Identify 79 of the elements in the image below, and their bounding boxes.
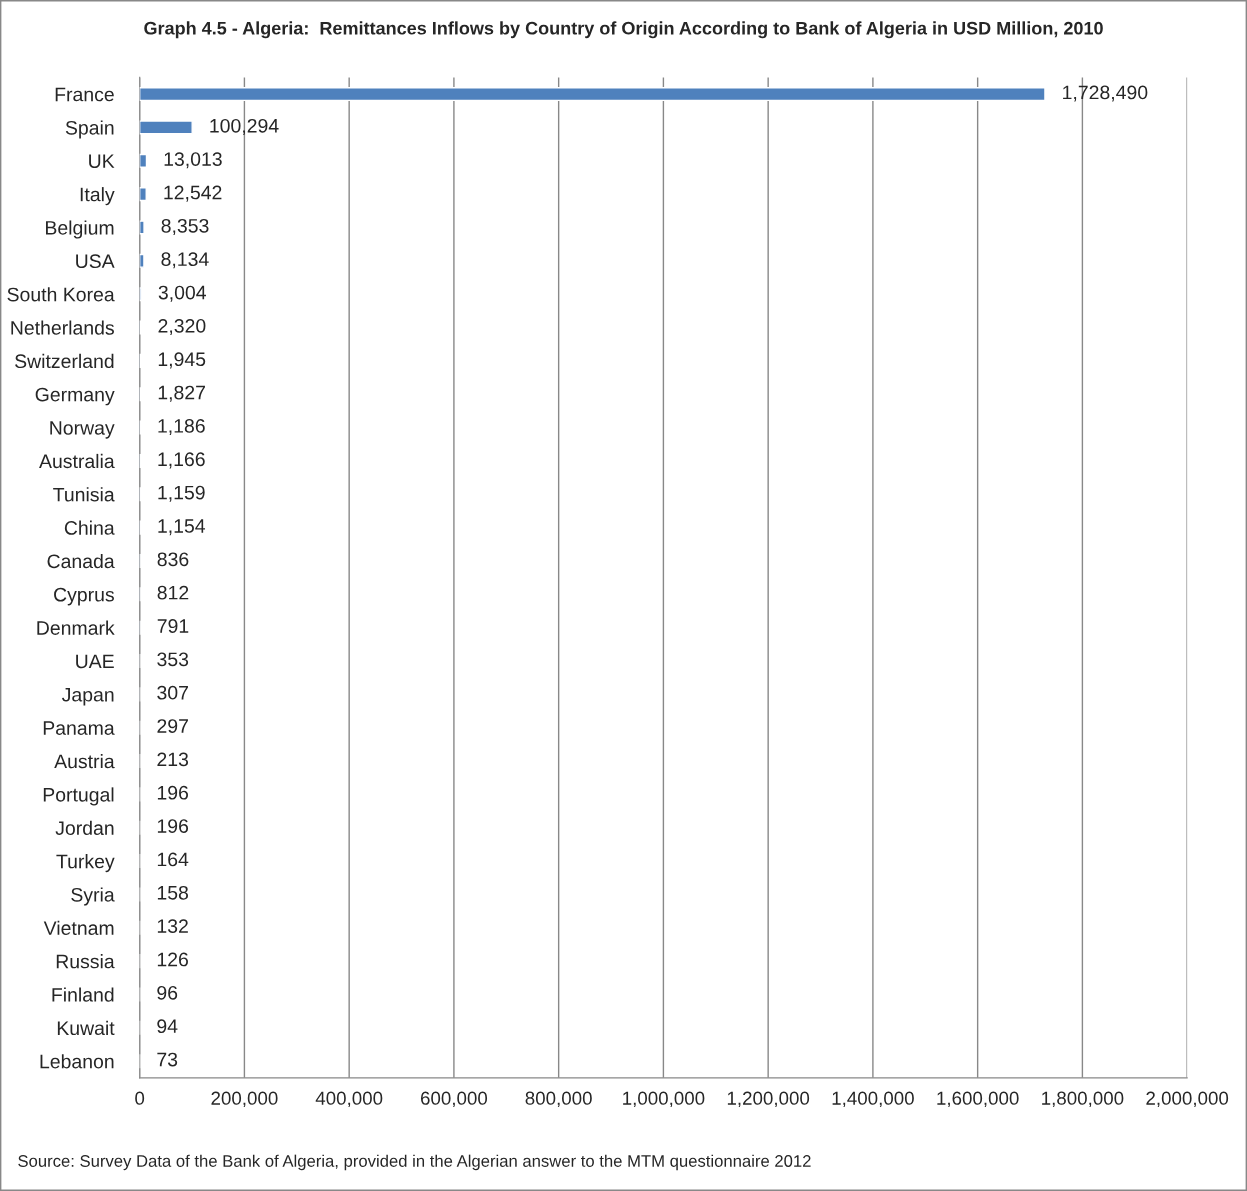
bar: [139, 220, 145, 235]
data-label: 297: [157, 719, 188, 733]
data-label: 307: [157, 685, 188, 700]
data-label: 196: [157, 819, 189, 833]
y-tick-label: Austria: [54, 754, 115, 769]
data-label: 812: [157, 585, 189, 600]
y-tick-label: Spain: [65, 120, 114, 139]
data-label: 158: [157, 885, 189, 900]
x-tick-label: 0: [135, 1091, 145, 1105]
bar: [139, 253, 145, 268]
y-tick-label: Jordan: [55, 820, 114, 835]
y-tick-label: Belgium: [46, 220, 114, 239]
y-tick-label: Lebanon: [40, 1054, 114, 1069]
x-tick-label: 1,600,000: [937, 1091, 1019, 1108]
data-label: 13,013: [164, 152, 222, 169]
bar: [139, 120, 193, 135]
y-tick-label: Netherlands: [11, 320, 114, 335]
data-label: 96: [157, 985, 178, 1000]
y-tick-label: Denmark: [37, 620, 115, 635]
bar: [139, 187, 147, 202]
data-label: 1,728,490: [1063, 85, 1148, 102]
data-label: 196: [157, 785, 189, 800]
source-note: Source: Survey Data of the Bank of Algeria, provided in the Algerian answer to the MTM questionnaire 2012: [18, 1154, 811, 1171]
x-tick-label: 2,000,000: [1146, 1091, 1229, 1108]
data-label: 1,186: [158, 419, 205, 436]
x-tick-label: 1,000,000: [623, 1091, 705, 1108]
y-tick-label: Norway: [50, 421, 115, 439]
x-tick-label: 200,000: [211, 1091, 278, 1108]
y-tick-label: Syria: [71, 887, 115, 906]
y-tick-label: South Korea: [7, 287, 115, 302]
data-label: 1,159: [158, 485, 205, 502]
data-label: 8,134: [161, 252, 209, 269]
x-tick-label: 1,800,000: [1042, 1091, 1124, 1108]
data-label: 100,294: [210, 118, 279, 135]
y-tick-label: Tunisia: [53, 487, 115, 502]
bar: [139, 153, 148, 168]
data-label: 164: [157, 852, 189, 867]
y-tick-label: Australia: [39, 453, 115, 469]
y-tick-label: Russia: [56, 954, 115, 969]
data-label: 213: [157, 752, 189, 767]
x-tick-label: 400,000: [315, 1091, 383, 1108]
y-tick-label: Turkey: [56, 854, 115, 873]
data-label: 1,154: [158, 519, 206, 536]
data-label: 126: [157, 952, 188, 967]
chart-title: Graph 4.5 - Algeria: Remittances Inflows by Country of Origin According to Bank of Algeria in USD Million, 2010: [144, 21, 1103, 39]
x-tick-label: 1,200,000: [727, 1091, 810, 1108]
y-tick-label: UK: [89, 154, 115, 169]
y-tick-label: Cyprus: [54, 587, 114, 606]
data-label: 1,166: [158, 452, 205, 469]
data-label: 3,004: [158, 285, 206, 302]
y-tick-label: Japan: [61, 688, 114, 706]
y-tick-label: Kuwait: [57, 1020, 115, 1036]
data-label: 132: [157, 919, 188, 934]
y-tick-label: Vietnam: [43, 920, 114, 936]
data-label: 12,542: [164, 185, 222, 202]
y-tick-label: Portugal: [43, 787, 114, 806]
data-label: 1,945: [158, 352, 206, 369]
data-label: 2,320: [158, 318, 206, 336]
data-label: 8,353: [161, 218, 209, 235]
data-label: 1,827: [158, 385, 205, 402]
y-tick-label: UAE: [76, 654, 114, 669]
y-tick-label: Germany: [35, 387, 115, 406]
y-tick-label: Panama: [43, 721, 115, 735]
x-tick-label: 1,400,000: [832, 1091, 914, 1108]
data-label: 353: [157, 652, 189, 667]
data-label: 791: [157, 619, 189, 633]
x-tick-label: 600,000: [420, 1091, 488, 1108]
x-tick-label: 800,000: [525, 1091, 592, 1108]
y-tick-label: Finland: [52, 987, 114, 1002]
data-label: 73: [157, 1052, 178, 1067]
bar: [139, 87, 1046, 102]
y-tick-label: Switzerland: [15, 353, 114, 369]
y-tick-label: France: [55, 87, 114, 102]
data-label: 94: [157, 1019, 178, 1034]
y-tick-label: Italy: [80, 187, 115, 206]
data-label: 836: [157, 552, 189, 567]
y-tick-label: Canada: [47, 553, 115, 569]
y-tick-label: China: [64, 520, 115, 535]
y-tick-label: USA: [76, 254, 115, 269]
